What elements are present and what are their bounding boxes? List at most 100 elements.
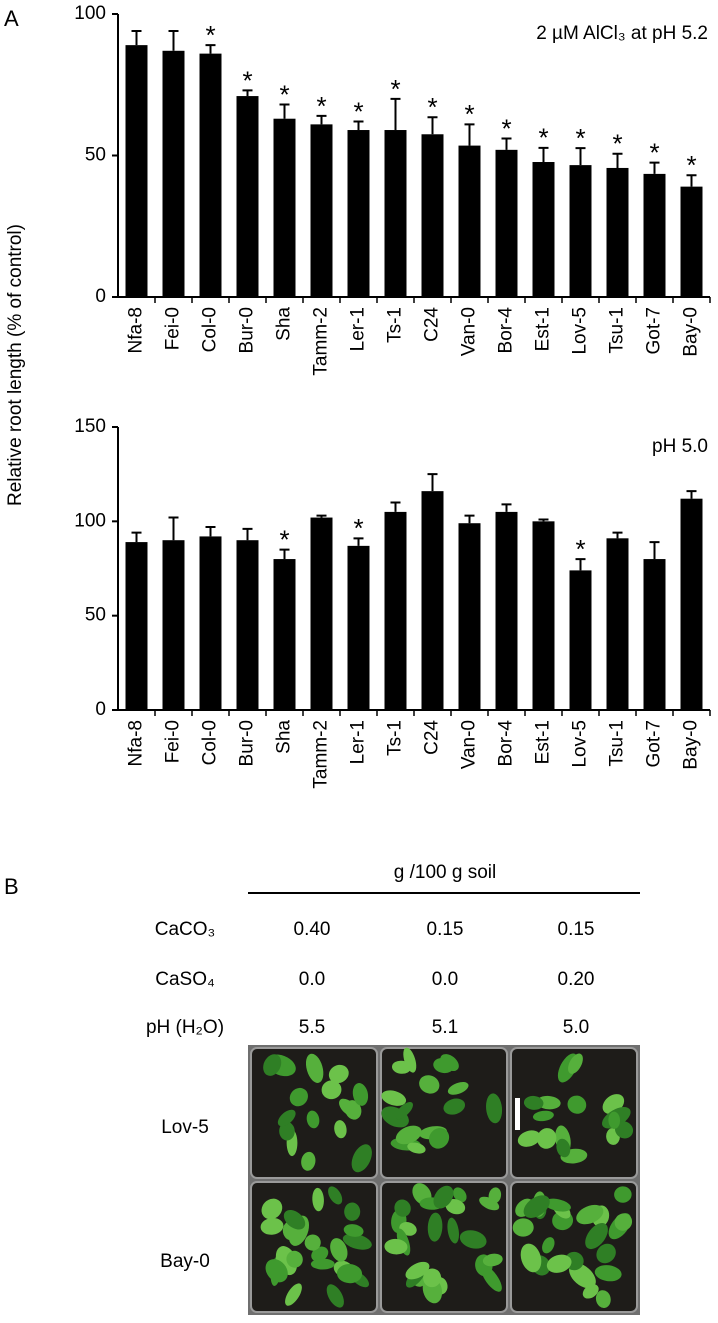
leaf [321,1080,342,1100]
leaf [512,1218,534,1237]
x-tick-label: C24 [422,720,443,755]
x-tick-label: Bay-0 [681,307,702,357]
significance-marker: * [279,79,289,109]
leaf [330,1238,348,1262]
table-cell: 5.1 [432,1017,458,1038]
leaf [486,1093,503,1124]
bar [421,491,444,710]
x-tick-label: C24 [422,307,443,342]
bar [532,162,555,297]
leaf [328,1186,343,1205]
leaf [334,1120,347,1139]
error-bar [575,558,586,571]
table-cell: 5.0 [563,1017,589,1038]
bar [532,521,555,710]
leaf [615,1121,634,1139]
error-bar [279,548,290,560]
leaf [596,1243,616,1264]
error-bar [168,29,179,51]
row-label: CaCO₃ [155,919,216,940]
leaf [595,1290,611,1308]
leaf [407,1142,426,1154]
error-bar [316,514,327,518]
leaf [305,1053,324,1083]
leaf [381,1090,407,1106]
significance-marker: * [316,91,326,121]
leaf [482,1253,503,1267]
leaf [391,1060,411,1074]
table-cell: 5.5 [299,1017,325,1038]
error-bar [501,503,512,512]
x-tick-label: Tamm-2 [311,307,332,376]
leaf [452,1187,467,1203]
significance-marker: * [649,137,659,167]
leaf [447,1217,460,1244]
x-tick-label: Ler-1 [348,720,369,764]
chart-title: pH 5.0 [652,436,708,457]
leaf [419,1075,440,1094]
row-label: CaSO₄ [155,969,215,990]
bar [347,545,370,710]
error-bar [612,152,623,168]
x-tick-label: Est-1 [533,720,554,764]
table-cell: 0.20 [558,969,595,990]
scale-bar [515,1098,520,1130]
table-cell: 0.0 [432,969,458,990]
leaf [312,1187,324,1212]
x-tick-label: Tamm-2 [311,720,332,789]
error-bar [649,161,660,174]
significance-marker: * [353,96,363,126]
bar [421,134,444,297]
leaf [523,1195,550,1218]
error-bar [538,518,549,522]
x-tick-label: Fei-0 [163,720,184,763]
bar [458,523,481,710]
leaf [608,1111,621,1129]
error-bar [427,473,438,492]
error-bar [316,114,327,125]
bar [162,540,185,710]
bar [643,559,666,710]
significance-marker: * [575,123,585,153]
leaf [265,1259,288,1283]
error-bar [501,137,512,150]
leaf [351,1144,372,1173]
leaf [614,1186,632,1203]
leaf [537,1128,557,1149]
leaf [301,1151,316,1171]
leaf [394,1199,411,1217]
error-bar [427,116,438,135]
leaf [336,1264,363,1284]
bar [643,173,666,297]
leaf [277,1109,296,1127]
y-tick-label: 150 [74,416,106,437]
leaf [459,1230,487,1249]
leaf [405,1261,430,1280]
bar [569,165,592,297]
error-bar [353,120,364,131]
bar [680,186,703,297]
x-tick-label: Col-0 [200,307,221,352]
x-tick-label: Est-1 [533,307,554,351]
leaf [328,1064,349,1084]
leaf [260,1217,284,1235]
error-bar [686,174,697,187]
x-tick-label: Ts-1 [385,307,406,343]
leaf [433,1185,454,1209]
leaf [445,1199,466,1215]
significance-marker: * [538,123,548,153]
leaf [479,1196,500,1211]
leaf [306,1110,320,1129]
leaf [289,1087,308,1107]
x-tick-label: Got-7 [644,307,665,355]
x-tick-label: Sha [274,307,295,341]
leaf [443,1098,466,1115]
leaf [310,1258,335,1270]
error-bar [353,537,364,546]
table-cell: 0.0 [299,969,325,990]
error-bar [538,146,549,163]
bar [310,124,333,298]
significance-marker: * [205,20,215,50]
x-tick-label: Got-7 [644,720,665,768]
